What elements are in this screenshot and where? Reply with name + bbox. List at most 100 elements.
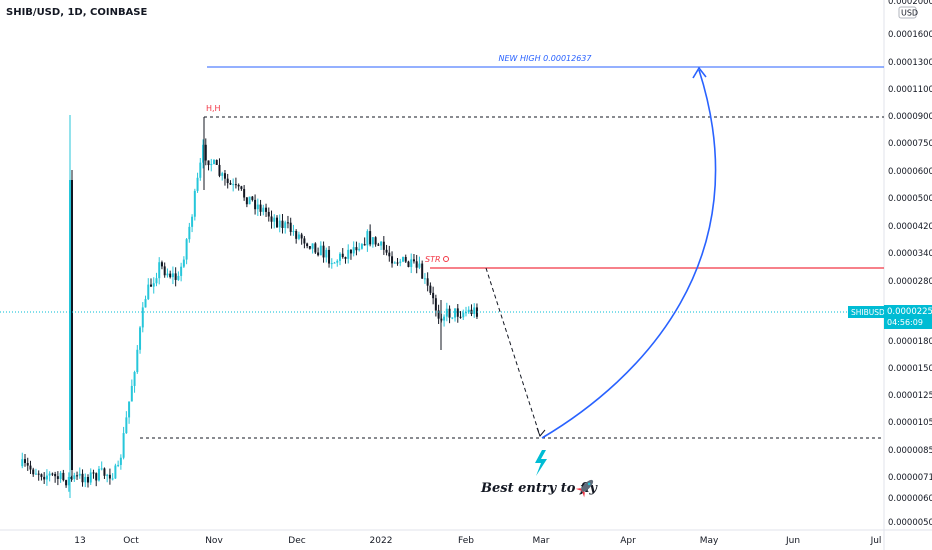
candle-body [465,312,467,314]
projection-up-curve [541,69,717,439]
candle-body [445,308,448,317]
countdown-label: 04:56:09 [887,318,923,327]
candle-body [454,308,457,318]
candle-body [407,261,410,267]
currency-badge [898,6,917,19]
candles [21,115,478,498]
candle-body [215,160,218,165]
candle-body [289,222,292,232]
candle-body [341,253,344,258]
candle-body [177,275,180,280]
candle-body [306,243,309,247]
candle-body [45,475,48,480]
candle-body [141,307,144,328]
candle-body [29,465,32,470]
candle-body [122,433,125,458]
candle-body [87,476,89,483]
candle-body [218,164,221,176]
candle-body [391,256,394,264]
candle-body [147,284,150,300]
candle-body [210,163,213,166]
candle-body [108,474,111,479]
candle-body [43,476,46,480]
projection-down [485,267,541,437]
candle-body [473,307,476,314]
candle-body [418,263,421,268]
candle-body [174,273,177,280]
level-str-label: STR [425,255,441,264]
time-tick-label: Oct [123,536,139,546]
candle-body [322,245,325,258]
candle-body [432,292,435,299]
candle-body [139,327,142,350]
candle-body [199,162,202,178]
candle-body [314,243,317,253]
candle-body [388,252,391,257]
candle-body [240,186,243,189]
candle-body [380,241,383,246]
time-tick-label: 13 [74,536,85,546]
candle-body [193,190,196,217]
candle-body [34,473,37,475]
candle-body [333,262,336,264]
candle-body [295,231,298,239]
candle-body [319,245,322,256]
candle-body [180,266,183,276]
candle-body [267,211,270,217]
candle-body [256,204,259,210]
candle-body [349,249,352,254]
candle-body [382,241,385,250]
candle-body [385,249,388,253]
candle-body [339,253,341,261]
candle-body [114,465,117,479]
candle-body [65,480,68,486]
candle-body [150,284,152,287]
candle-body [475,307,478,317]
price-tick-label-top: 0.00020000 [888,0,932,7]
candle-body [169,273,172,278]
candle-body [119,457,122,465]
candle-body [415,261,418,268]
candle-body [95,473,98,481]
candle-body [451,317,454,319]
candle-body [369,231,372,245]
candle-body [158,262,161,279]
candle-body [459,316,462,318]
candle-body [344,257,347,259]
candle-body [78,473,81,476]
candle-body [26,463,29,466]
candle-body [160,262,163,267]
candle-body [443,316,446,321]
candle-body [59,472,62,479]
time-tick-label: 2022 [370,536,393,546]
candle-body [377,244,380,246]
candle-body [37,473,40,475]
candle-body [92,472,95,474]
candle-body [308,246,311,249]
candle-body [336,260,339,263]
candle-body [56,476,59,479]
candle-spike-body [69,180,71,450]
candle-body [191,216,194,227]
candle-body [402,257,404,262]
candle-body [410,259,413,267]
candle-body [67,476,70,486]
candle-body [423,278,426,280]
candle-body [196,177,199,191]
candle-body [89,472,92,483]
candle-body [303,238,306,244]
time-tick-label: Nov [205,536,223,546]
candle-body [48,473,51,476]
candle-body [355,247,358,251]
